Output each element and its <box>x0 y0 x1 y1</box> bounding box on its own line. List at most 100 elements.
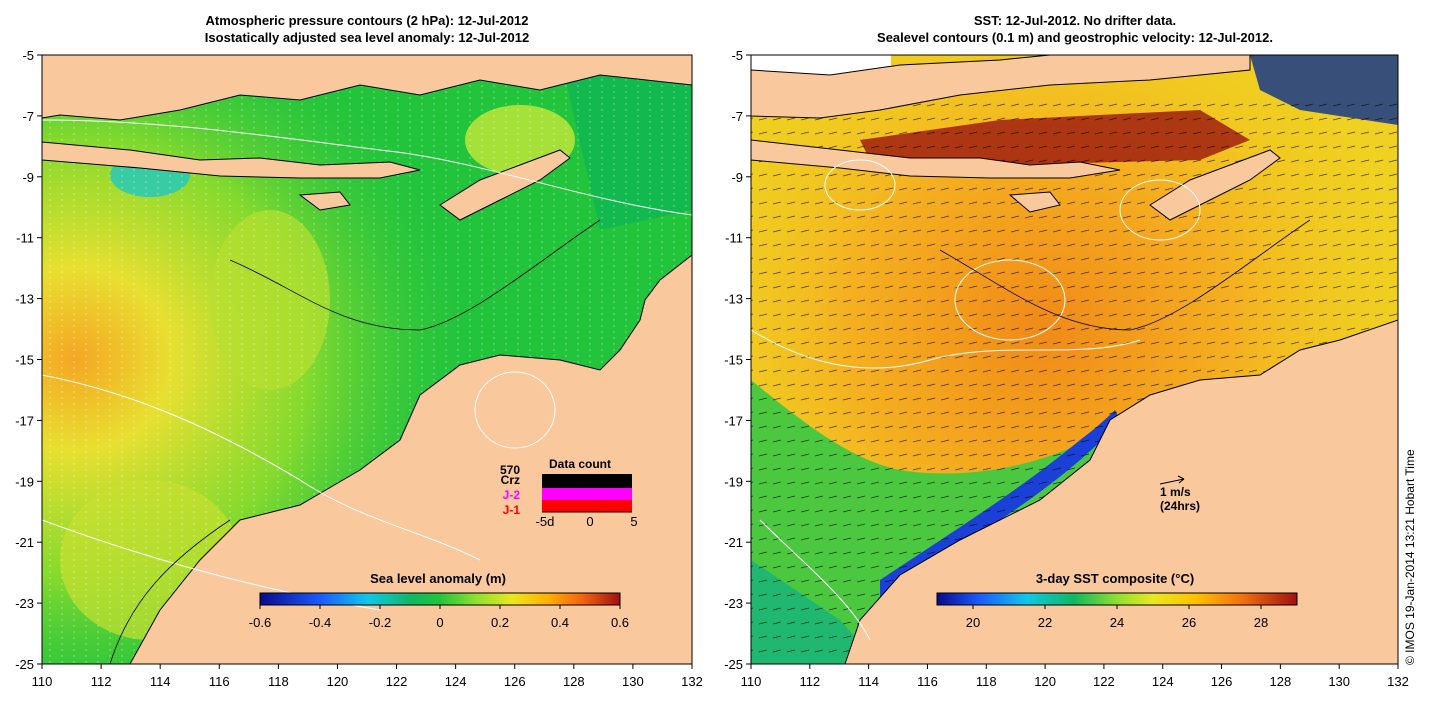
y-tick-label: -9 <box>731 170 743 185</box>
left-sumba <box>298 191 351 211</box>
x-tick-label: 120 <box>327 674 349 689</box>
x-tick-label: 122 <box>386 674 408 689</box>
left-colorbar-ramp <box>259 592 621 606</box>
right-sealevel-contour <box>1119 179 1201 241</box>
x-tick-label: 110 <box>32 674 53 689</box>
y-tick-label: -9 <box>22 170 34 185</box>
data-count-bar-red <box>542 500 632 512</box>
colorbar-tick-label: 0.2 <box>491 615 509 630</box>
colorbar-tick-label: 28 <box>1254 615 1268 630</box>
x-tick-label: 132 <box>1387 674 1409 689</box>
x-tick-label: 120 <box>1034 674 1056 689</box>
y-tick-label: -5 <box>731 48 743 63</box>
x-tick-label: 128 <box>1270 674 1292 689</box>
x-tick-label: 114 <box>150 674 171 689</box>
left-colorbar-ticks: -0.6 -0.4 -0.2 0 0.2 0.4 0.6 <box>249 605 629 630</box>
data-count-tick: -5d <box>536 514 555 529</box>
left-pressure-contour <box>42 119 692 216</box>
right-island-chain <box>751 139 1121 179</box>
right-bathymetry-contour <box>939 219 1311 331</box>
data-count-bar-black <box>542 474 632 488</box>
left-bathymetry-contour <box>109 519 231 664</box>
right-australia-land <box>844 319 1398 664</box>
left-australia-land <box>129 254 692 664</box>
y-tick-label: -15 <box>15 353 34 368</box>
y-tick-label: -11 <box>16 231 34 246</box>
right-colorbar: 3-day SST composite (°C) 20 22 24 26 28 <box>936 571 1298 630</box>
y-tick-label: -25 <box>724 657 743 672</box>
colorbar-tick-label: 0.6 <box>611 615 629 630</box>
right-sumba <box>1008 191 1061 213</box>
x-tick-label: 112 <box>799 674 820 689</box>
right-colorbar-ticks: 20 22 24 26 28 <box>966 605 1268 630</box>
y-tick-label: -5 <box>22 48 34 63</box>
left-colorbar: Sea level anomaly (m) -0.6 -0.4 -0.2 0 0.2 0.… <box>249 571 629 630</box>
colorbar-tick-label: 0 <box>436 615 443 630</box>
left-map <box>42 55 692 664</box>
colorbar-tick-label: 0.4 <box>551 615 569 630</box>
x-tick-label: 132 <box>681 674 703 689</box>
colorbar-tick-label: -0.6 <box>249 615 271 630</box>
left-title-line2: Isostatically adjusted sea level anomaly… <box>205 30 529 45</box>
colorbar-tick-label: 22 <box>1038 615 1052 630</box>
right-sealevel-contour <box>824 159 896 211</box>
colorbar-tick-label: -0.2 <box>369 615 391 630</box>
data-count-label-j1: J-1 <box>503 503 521 517</box>
right-sealevel-contour <box>954 259 1066 341</box>
y-tick-label: -25 <box>15 657 34 672</box>
y-tick-label: -7 <box>731 109 743 124</box>
colorbar-tick-label: 24 <box>1110 615 1124 630</box>
y-tick-label: -23 <box>15 596 34 611</box>
x-tick-label: 116 <box>917 674 938 689</box>
y-tick-label: -17 <box>724 413 743 428</box>
data-count-label-j2: J-2 <box>503 488 521 502</box>
velocity-key-label: 1 m/s <box>1160 485 1191 499</box>
y-tick-label: -15 <box>724 353 743 368</box>
left-timor <box>439 149 571 221</box>
y-tick-label: -19 <box>15 474 34 489</box>
right-colorbar-ramp <box>936 592 1298 606</box>
x-tick-label: 124 <box>445 674 467 689</box>
x-tick-label: 130 <box>1328 674 1350 689</box>
x-tick-label: 124 <box>1152 674 1174 689</box>
right-y-axis: -5 -7 -9 -11 -13 -15 -17 -19 -21 -23 -25 <box>724 48 751 672</box>
credit-text: © IMOS 19-Jan-2014 13:21 Hobart Time <box>1403 449 1417 665</box>
left-title-line1: Atmospheric pressure contours (2 hPa): 1… <box>206 13 529 28</box>
data-count-label-crz: Crz <box>501 473 520 487</box>
colorbar-tick-label: -0.4 <box>309 615 331 630</box>
data-count-inset: Data count 570 Crz J-2 J-1 -5d 0 5 <box>500 457 638 529</box>
x-tick-label: 110 <box>741 674 762 689</box>
left-pressure-contour <box>474 371 556 449</box>
y-tick-label: -21 <box>15 535 34 550</box>
right-timor <box>1149 149 1281 221</box>
right-sealevel-contour <box>751 329 1141 369</box>
x-tick-label: 116 <box>209 674 230 689</box>
right-title-line1: SST: 12-Jul-2012. No drifter data. <box>974 13 1176 28</box>
right-sealevel-contour <box>759 519 871 641</box>
data-count-tick: 5 <box>630 514 637 529</box>
y-tick-label: -17 <box>15 413 34 428</box>
x-tick-label: 122 <box>1093 674 1115 689</box>
left-x-axis: 110 112 114 116 118 120 122 124 126 128 130 132 <box>32 664 703 689</box>
data-count-bar-magenta <box>542 488 632 500</box>
left-island-chain <box>42 141 421 179</box>
x-tick-label: 118 <box>976 674 997 689</box>
right-x-axis: 110 112 114 116 118 120 122 124 126 128 130 132 <box>741 664 1409 689</box>
left-y-axis: -5 -7 -9 -11 -13 -15 -17 -19 -21 -23 -25 <box>15 48 42 672</box>
x-tick-label: 130 <box>622 674 644 689</box>
colorbar-tick-label: 20 <box>966 615 980 630</box>
right-title-line2: Sealevel contours (0.1 m) and geostrophi… <box>877 30 1273 45</box>
left-pressure-contour <box>42 374 481 561</box>
y-tick-label: -21 <box>724 535 743 550</box>
data-count-title: Data count <box>549 457 611 471</box>
right-map <box>751 55 1398 664</box>
velocity-key-sublabel: (24hrs) <box>1160 499 1200 513</box>
x-tick-label: 112 <box>91 674 112 689</box>
y-tick-label: -13 <box>724 292 743 307</box>
right-indonesia-land <box>751 55 1251 119</box>
right-colorbar-label: 3-day SST composite (°C) <box>1036 571 1194 586</box>
velocity-key-arrow <box>1159 478 1185 485</box>
x-tick-label: 126 <box>504 674 526 689</box>
velocity-key: 1 m/s (24hrs) <box>1159 475 1200 513</box>
